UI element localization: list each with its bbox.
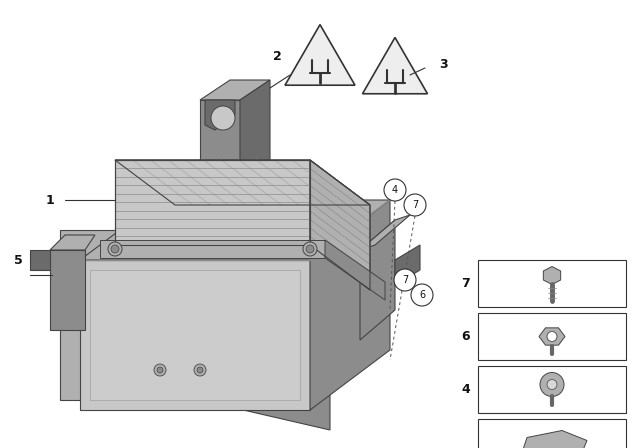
Circle shape	[154, 364, 166, 376]
Circle shape	[108, 242, 122, 256]
Text: 4: 4	[392, 185, 398, 195]
Polygon shape	[360, 220, 395, 340]
Polygon shape	[543, 267, 561, 284]
Circle shape	[404, 194, 426, 216]
Polygon shape	[200, 100, 240, 210]
Polygon shape	[80, 260, 310, 410]
Text: 6: 6	[461, 330, 470, 343]
Text: 5: 5	[13, 254, 22, 267]
Polygon shape	[240, 80, 270, 210]
Circle shape	[194, 364, 206, 376]
Polygon shape	[115, 160, 370, 205]
Circle shape	[394, 269, 416, 291]
Circle shape	[411, 284, 433, 306]
Bar	[478, 313, 626, 360]
Circle shape	[540, 372, 564, 396]
Polygon shape	[100, 240, 325, 258]
Circle shape	[197, 367, 203, 373]
Polygon shape	[325, 240, 385, 300]
Circle shape	[157, 367, 163, 373]
Circle shape	[306, 245, 314, 253]
Text: 2: 2	[273, 51, 282, 64]
Circle shape	[384, 179, 406, 201]
Polygon shape	[360, 215, 410, 250]
Polygon shape	[115, 160, 310, 245]
Circle shape	[547, 332, 557, 341]
Polygon shape	[50, 235, 95, 250]
Circle shape	[211, 106, 235, 130]
Polygon shape	[200, 230, 330, 430]
Polygon shape	[539, 328, 565, 345]
Circle shape	[547, 379, 557, 389]
Bar	[478, 260, 626, 307]
Text: 7: 7	[402, 275, 408, 285]
Bar	[478, 419, 626, 448]
Polygon shape	[80, 200, 390, 260]
Bar	[478, 366, 626, 413]
Polygon shape	[90, 270, 300, 400]
Polygon shape	[395, 245, 420, 285]
Polygon shape	[50, 250, 85, 330]
Polygon shape	[522, 431, 587, 448]
Polygon shape	[30, 250, 50, 270]
Polygon shape	[310, 200, 390, 410]
Text: 3: 3	[438, 59, 447, 72]
Polygon shape	[285, 25, 355, 85]
Text: 6: 6	[419, 290, 425, 300]
Circle shape	[303, 242, 317, 256]
Polygon shape	[205, 100, 235, 130]
Polygon shape	[362, 38, 428, 94]
Circle shape	[111, 245, 119, 253]
Polygon shape	[310, 160, 370, 290]
Polygon shape	[200, 80, 270, 100]
Text: 7: 7	[461, 277, 470, 290]
Polygon shape	[60, 230, 200, 400]
Text: 1: 1	[45, 194, 54, 207]
Text: 442615: 442615	[524, 438, 566, 448]
Text: 4: 4	[461, 383, 470, 396]
Text: 7: 7	[412, 200, 418, 210]
